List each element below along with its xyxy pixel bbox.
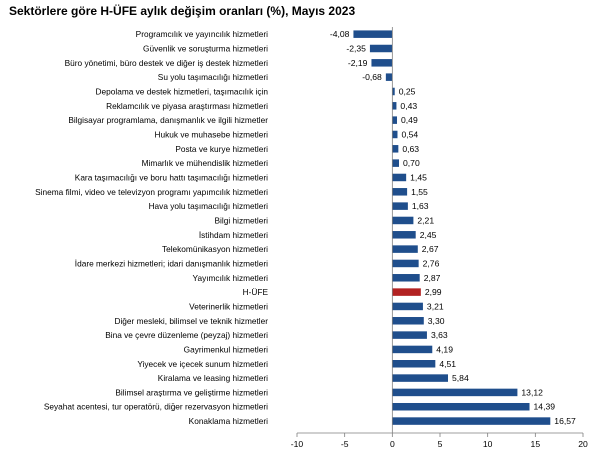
value-label: 1,45	[410, 172, 427, 182]
bar	[392, 331, 427, 339]
value-label: 0,25	[399, 86, 416, 96]
category-labels: Programcılık ve yayıncılık hizmetleri Güv…	[35, 29, 268, 426]
category-label: İdare merkezi hizmetleri; idari danışman…	[75, 258, 268, 268]
category-label: Hava yolu taşımacılığı hizmetleri	[149, 201, 269, 211]
bar	[392, 374, 449, 382]
x-tick-label: 15	[531, 439, 541, 449]
x-axis: -10 -5 0 5 10 15 20	[291, 27, 588, 449]
category-label: Yiyecek ve içecek sunum hizmetleri	[137, 359, 268, 369]
bar	[392, 302, 423, 311]
value-labels: -4,08 -2,35 -2,19 -0,68 0,25 0,43 0,49 0,54 0,63…	[330, 29, 576, 426]
value-label: 0,54	[401, 129, 418, 139]
value-label: 3,63	[431, 330, 448, 340]
category-label: Depolama ve destek hizmetleri, taşımacıl…	[96, 86, 269, 96]
bar	[392, 388, 518, 397]
value-label: 3,30	[428, 316, 445, 326]
value-label: 4,51	[439, 359, 456, 369]
bar	[392, 402, 530, 411]
bar	[392, 317, 424, 325]
value-label: -2,35	[346, 43, 366, 53]
bar	[392, 145, 399, 153]
bar	[369, 44, 393, 53]
value-label: 16,57	[554, 416, 576, 426]
bar	[392, 188, 408, 196]
x-tick-label: 20	[578, 439, 588, 449]
category-label: Büro yönetimi, büro destek ve diğer iş d…	[65, 58, 269, 68]
value-label: 3,21	[427, 301, 444, 311]
bars	[353, 30, 551, 425]
category-label: Bilgisayar programlama, danışmanlık ve i…	[68, 115, 268, 125]
category-label: Bilimsel araştırma ve geliştirme hizmetl…	[115, 387, 268, 397]
value-label: 0,70	[403, 158, 420, 168]
value-label: 14,39	[534, 402, 556, 412]
bar	[392, 274, 420, 282]
bar	[392, 216, 414, 225]
bar	[392, 102, 397, 110]
bar	[392, 245, 418, 253]
category-label: Konaklama hizmetleri	[189, 416, 268, 426]
value-label: 2,21	[417, 215, 434, 225]
value-label: 2,99	[425, 287, 442, 297]
value-label: 0,63	[402, 144, 419, 154]
category-label: Diğer mesleki, bilimsel ve teknik hizmet…	[114, 316, 268, 326]
category-label: H-ÜFE	[243, 287, 269, 297]
category-label: Telekomünikasyon hizmetleri	[162, 244, 268, 254]
bar	[392, 159, 400, 167]
category-label: Reklamcılık ve piyasa araştırması hizmet…	[106, 101, 268, 111]
bar	[392, 202, 408, 210]
value-label: -0,68	[362, 72, 382, 82]
category-label: Güvenlik ve soruşturma hizmetleri	[143, 43, 268, 53]
x-tick-label: 10	[483, 439, 493, 449]
value-label: 4,19	[436, 344, 453, 354]
bar	[392, 130, 398, 139]
category-label: Veterinerlik hizmetleri	[189, 301, 268, 311]
category-label: Bina ve çevre düzenleme (peyzaj) hizmetl…	[105, 330, 268, 340]
x-tick-label: -5	[341, 439, 349, 449]
category-label: Su yolu taşımacılığı hizmetleri	[158, 72, 268, 82]
value-label: -2,19	[348, 58, 368, 68]
category-label: Bilgi hizmetleri	[215, 215, 269, 225]
category-label: Kara taşımacılığı ve boru hattı taşımacı…	[75, 172, 268, 182]
x-tick-label: -10	[291, 439, 304, 449]
x-tick-label: 0	[390, 439, 395, 449]
bar	[392, 231, 416, 239]
value-label: 13,12	[521, 387, 543, 397]
value-label: 2,67	[422, 244, 439, 254]
category-label: Gayrimenkul hizmetleri	[184, 344, 269, 354]
bar	[392, 87, 395, 96]
x-tick-label: 5	[438, 439, 443, 449]
value-label: 0,49	[401, 115, 418, 125]
category-label: Posta ve kurye hizmetleri	[175, 144, 268, 154]
bar	[371, 59, 393, 67]
category-label: Yayımcılık hizmetleri	[193, 273, 269, 283]
value-label: 2,76	[423, 258, 440, 268]
bar	[353, 30, 393, 38]
category-label: Sinema filmi, video ve televizyon progra…	[35, 187, 268, 197]
category-label: Kiralama ve leasing hizmetleri	[158, 373, 268, 383]
category-label: Programcılık ve yayıncılık hizmetleri	[136, 29, 268, 39]
value-label: 1,55	[411, 187, 428, 197]
value-label: 0,43	[400, 101, 417, 111]
bar	[392, 288, 421, 296]
value-label: 1,63	[412, 201, 429, 211]
bar	[392, 259, 419, 268]
category-label: Mimarlık ve mühendislik hizmetleri	[142, 158, 268, 168]
bar	[392, 360, 436, 368]
category-label: İstihdam hizmetleri	[199, 230, 268, 240]
value-label: 5,84	[452, 373, 469, 383]
value-label: -4,08	[330, 29, 350, 39]
bar	[392, 345, 433, 354]
chart-title: Sektörlere göre H-ÜFE aylık değişim oran…	[9, 4, 356, 18]
value-label: 2,87	[424, 273, 441, 283]
bar	[392, 173, 407, 182]
bar	[392, 116, 398, 124]
category-label: Hukuk ve muhasebe hizmetleri	[155, 129, 269, 139]
bar	[392, 417, 551, 425]
category-label: Seyahat acentesi, tur operatörü, diğer r…	[44, 402, 268, 412]
value-label: 2,45	[420, 230, 437, 240]
bar	[385, 73, 393, 81]
